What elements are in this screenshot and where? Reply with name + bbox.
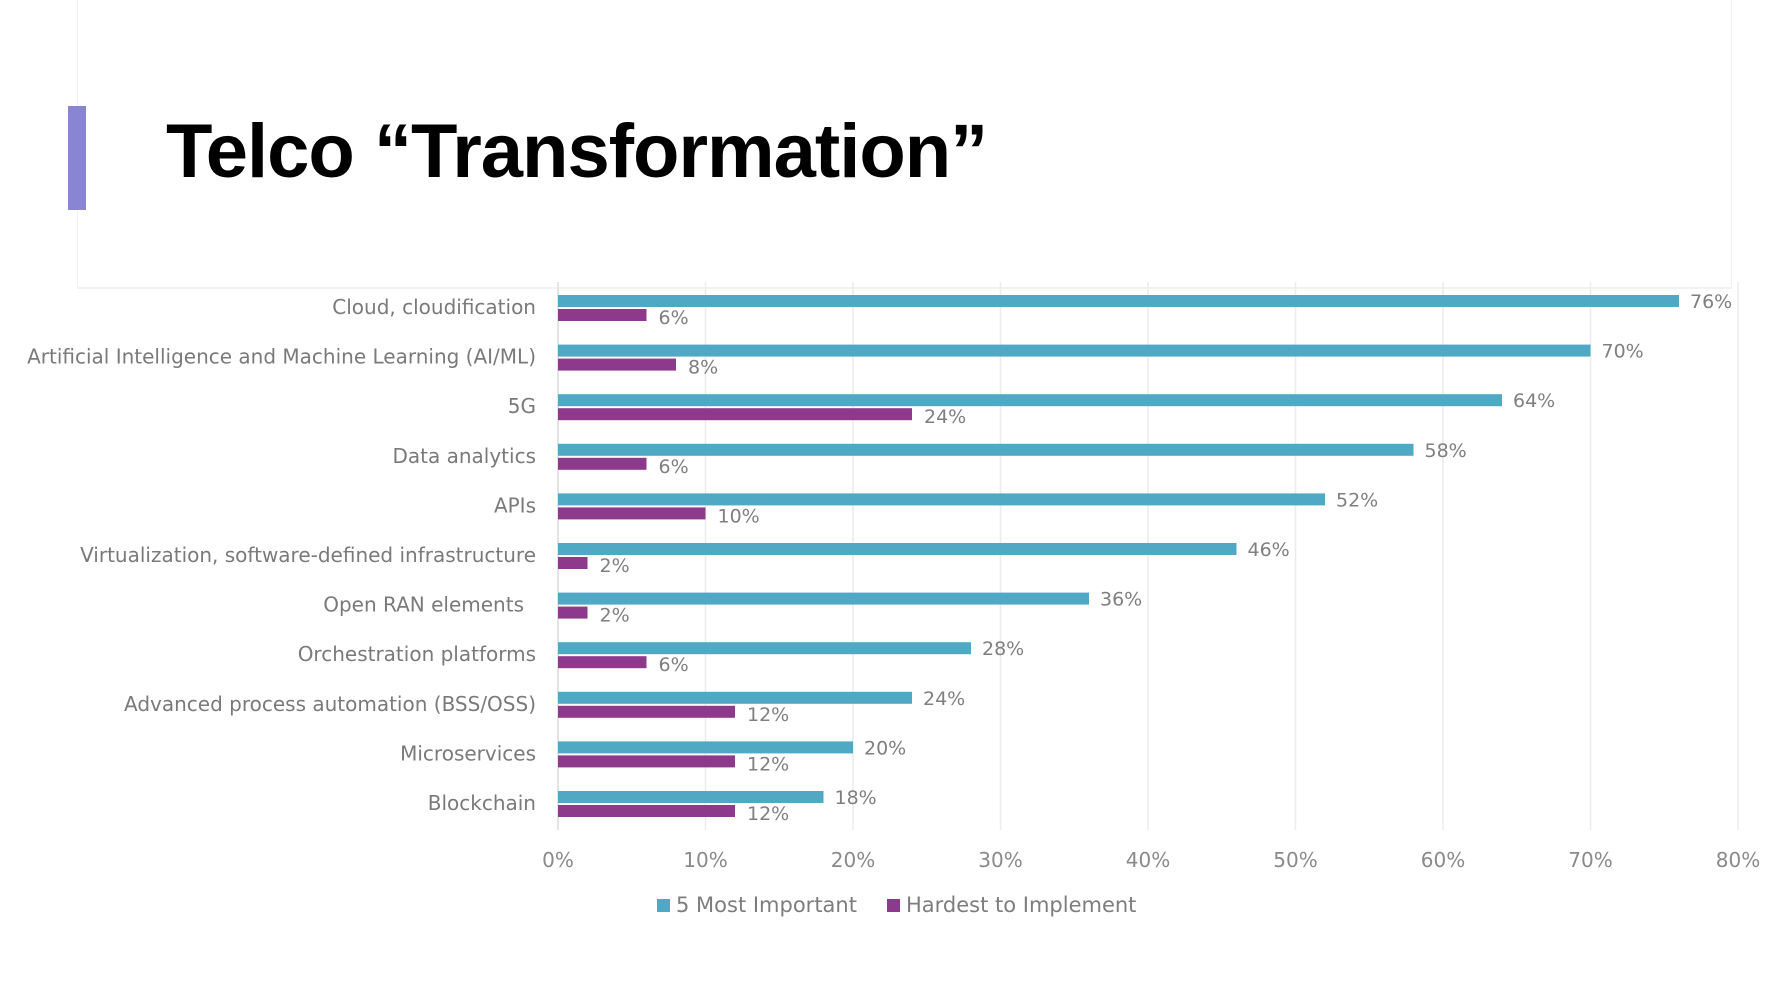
data-label-most-important: 36% xyxy=(1100,589,1142,611)
bar-most-important xyxy=(558,642,971,655)
legend-swatch xyxy=(886,898,900,912)
data-label-hardest-to-implement: 10% xyxy=(718,505,760,527)
data-label-hardest-to-implement: 8% xyxy=(688,357,718,379)
data-label-most-important: 70% xyxy=(1602,341,1644,363)
x-tick-label: 30% xyxy=(978,848,1022,872)
x-tick-label: 40% xyxy=(1126,848,1170,872)
data-label-hardest-to-implement: 12% xyxy=(747,753,789,775)
category-label: 5G xyxy=(508,394,536,418)
category-label: Microservices xyxy=(400,741,536,765)
slide-title: Telco “Transformation” xyxy=(166,109,988,194)
bar-hardest-to-implement xyxy=(558,805,735,817)
x-tick-label: 70% xyxy=(1568,848,1612,872)
data-label-most-important: 64% xyxy=(1513,390,1555,412)
bar-most-important xyxy=(558,295,1679,307)
bar-hardest-to-implement xyxy=(558,507,706,520)
bar-hardest-to-implement xyxy=(558,606,588,619)
legend-swatch xyxy=(657,898,670,912)
bar-hardest-to-implement xyxy=(558,755,735,768)
data-label-most-important: 52% xyxy=(1336,489,1378,511)
category-label: Orchestration platforms xyxy=(298,642,536,666)
data-label-hardest-to-implement: 12% xyxy=(747,803,789,825)
legend-item-most-important: 5 Most Important xyxy=(657,893,857,917)
data-label-most-important: 18% xyxy=(835,787,877,809)
bar-most-important xyxy=(558,741,853,754)
x-tick-label: 0% xyxy=(542,848,574,872)
bar-hardest-to-implement xyxy=(558,557,588,569)
category-label: Blockchain xyxy=(428,791,536,815)
category-label: Data analytics xyxy=(392,444,536,468)
x-tick-label: 50% xyxy=(1273,848,1317,872)
x-axis-ticks: 0% 10% 20% 30% 40% 50% 60% 70% 80% xyxy=(542,848,1760,872)
data-label-most-important: 46% xyxy=(1248,539,1290,561)
data-label-hardest-to-implement: 6% xyxy=(659,307,689,329)
legend-item-hardest: Hardest to Implement xyxy=(886,893,1137,917)
bar-most-important xyxy=(558,344,1591,357)
data-label-hardest-to-implement: 24% xyxy=(924,406,966,428)
x-tick-label: 60% xyxy=(1421,848,1465,872)
data-label-hardest-to-implement: 2% xyxy=(600,605,630,627)
data-label-most-important: 58% xyxy=(1425,440,1467,462)
x-tick-label: 20% xyxy=(831,848,875,872)
bar-hardest-to-implement xyxy=(558,358,676,371)
category-label: Artificial Intelligence and Machine Lear… xyxy=(27,345,536,369)
bar-hardest-to-implement xyxy=(558,705,735,718)
bar-hardest-to-implement xyxy=(558,408,912,421)
data-label-most-important: 76% xyxy=(1690,291,1732,313)
data-label-hardest-to-implement: 12% xyxy=(747,704,789,726)
data-label-hardest-to-implement: 6% xyxy=(659,654,689,676)
bar-most-important xyxy=(558,691,912,704)
category-label: APIs xyxy=(494,493,536,517)
bar-hardest-to-implement xyxy=(558,309,647,321)
bar-hardest-to-implement xyxy=(558,656,647,669)
x-tick-label: 80% xyxy=(1716,848,1760,872)
legend-label: 5 Most Important xyxy=(676,893,857,917)
data-label-hardest-to-implement: 2% xyxy=(600,555,630,577)
chart-legend: 5 Most Important Hardest to Implement xyxy=(657,893,1136,917)
bar-most-important xyxy=(558,493,1325,506)
category-label: Cloud, cloudification xyxy=(332,295,536,319)
gridlines xyxy=(557,282,1739,830)
bar-most-important xyxy=(558,443,1414,456)
data-label-most-important: 28% xyxy=(982,638,1024,660)
category-labels: Cloud, cloudification Artificial Intellig… xyxy=(27,295,536,815)
bar-most-important xyxy=(558,394,1502,407)
bars: 76% 6% 70% 8% 64% 24% 58% 6% 52% 10% 46% 2% 36% 2% 28%… xyxy=(558,291,1732,825)
legend-label: Hardest to Implement xyxy=(905,893,1137,917)
x-tick-label: 10% xyxy=(683,848,727,872)
bar-most-important xyxy=(558,543,1237,555)
data-label-hardest-to-implement: 6% xyxy=(659,456,689,478)
category-label: Virtualization, software-defined infrast… xyxy=(80,543,536,567)
category-label: Advanced process automation (BSS/OSS) xyxy=(124,692,536,716)
title-accent-bar xyxy=(68,106,86,210)
bar-most-important xyxy=(558,592,1089,605)
bar-hardest-to-implement xyxy=(558,457,647,470)
bar-most-important xyxy=(558,791,824,803)
category-label: Open RAN elements xyxy=(323,593,524,617)
data-label-most-important: 24% xyxy=(923,688,965,710)
data-label-most-important: 20% xyxy=(864,737,906,759)
